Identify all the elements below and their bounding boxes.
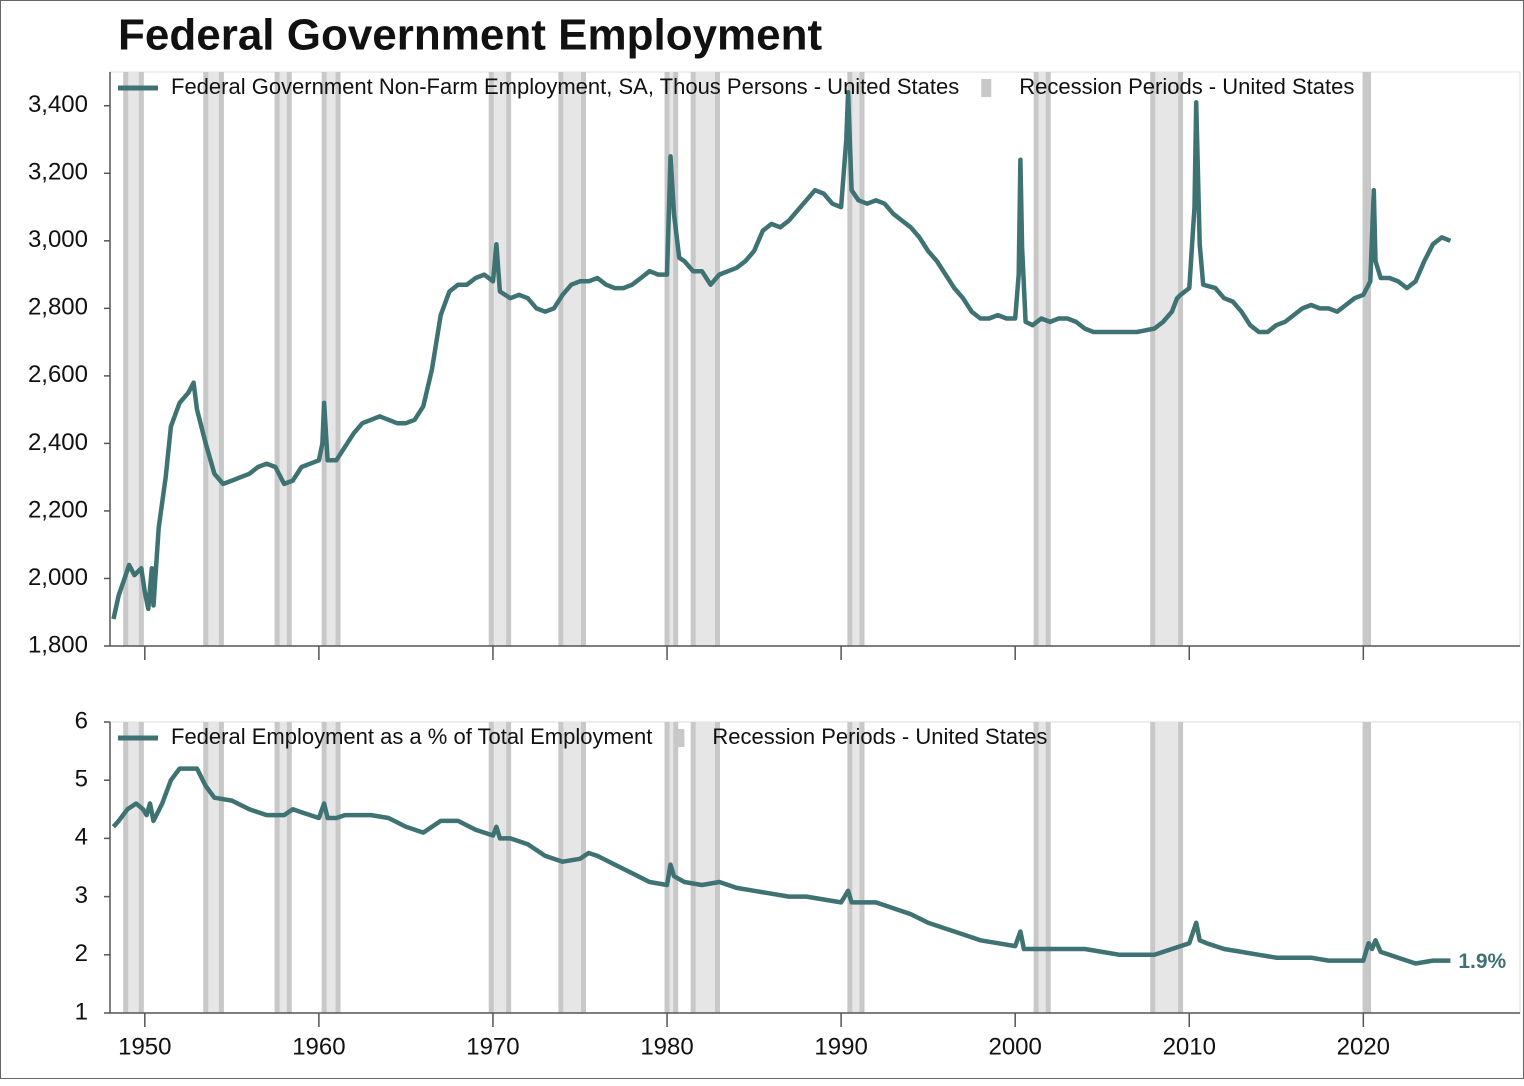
y-tick-label: 3,000 bbox=[28, 226, 88, 253]
data-line bbox=[111, 766, 1451, 966]
y-tick-label: 3,400 bbox=[28, 91, 88, 118]
y-tick-label: 2,200 bbox=[28, 496, 88, 523]
x-tick-label: 2010 bbox=[1163, 1033, 1216, 1060]
recession-band bbox=[693, 722, 718, 1013]
y-tick-label: 3 bbox=[75, 882, 88, 909]
recession-band bbox=[1152, 722, 1181, 1013]
y-tick-label: 1 bbox=[75, 998, 88, 1025]
legend-label: Federal Government Non-Farm Employment, … bbox=[171, 74, 959, 99]
x-tick-label: 2020 bbox=[1337, 1033, 1390, 1060]
recession-band bbox=[491, 72, 509, 646]
y-tick-label: 1,800 bbox=[28, 631, 88, 658]
y-tick-label: 2 bbox=[75, 940, 88, 967]
plot-border bbox=[109, 71, 1521, 647]
y-tick-label: 3,200 bbox=[28, 159, 88, 186]
recession-band bbox=[560, 72, 584, 646]
legend-swatch bbox=[674, 729, 685, 747]
end-label: 1.9% bbox=[1458, 950, 1506, 973]
plot-border bbox=[109, 721, 1521, 1014]
recession-band bbox=[849, 722, 862, 1013]
y-tick-label: 2,800 bbox=[28, 294, 88, 321]
x-tick-label: 1950 bbox=[118, 1033, 171, 1060]
x-tick-label: 1990 bbox=[814, 1033, 867, 1060]
recession-band bbox=[1036, 72, 1049, 646]
recession-band bbox=[1152, 72, 1181, 646]
legend-swatch bbox=[981, 79, 992, 97]
recession-band bbox=[277, 72, 290, 646]
recession-band bbox=[205, 72, 222, 646]
recession-band bbox=[324, 72, 339, 646]
data-line bbox=[111, 90, 1452, 620]
recession-band bbox=[1036, 722, 1049, 1013]
y-tick-label: 2,400 bbox=[28, 429, 88, 456]
y-tick-label: 6 bbox=[75, 707, 88, 734]
legend-label: Recession Periods - United States bbox=[1019, 74, 1354, 99]
legend-label: Recession Periods - United States bbox=[712, 724, 1047, 749]
y-tick-label: 2,000 bbox=[28, 564, 88, 591]
x-tick-label: 2000 bbox=[988, 1033, 1041, 1060]
legend-label: Federal Employment as a % of Total Emplo… bbox=[171, 724, 652, 749]
recession-band bbox=[667, 72, 676, 646]
x-tick-label: 1960 bbox=[292, 1033, 345, 1060]
recession-band bbox=[560, 722, 584, 1013]
y-tick-label: 4 bbox=[75, 824, 88, 851]
recession-band bbox=[324, 722, 339, 1013]
recession-band bbox=[693, 72, 718, 646]
y-tick-label: 2,600 bbox=[28, 361, 88, 388]
x-tick-label: 1980 bbox=[640, 1033, 693, 1060]
recession-band bbox=[491, 722, 509, 1013]
y-tick-label: 5 bbox=[75, 766, 88, 793]
recession-band bbox=[277, 722, 290, 1013]
recession-band bbox=[849, 72, 862, 646]
x-tick-label: 1970 bbox=[466, 1033, 519, 1060]
recession-band bbox=[125, 722, 142, 1013]
recession-band bbox=[125, 72, 142, 646]
chart-title: Federal Government Employment bbox=[118, 11, 823, 60]
